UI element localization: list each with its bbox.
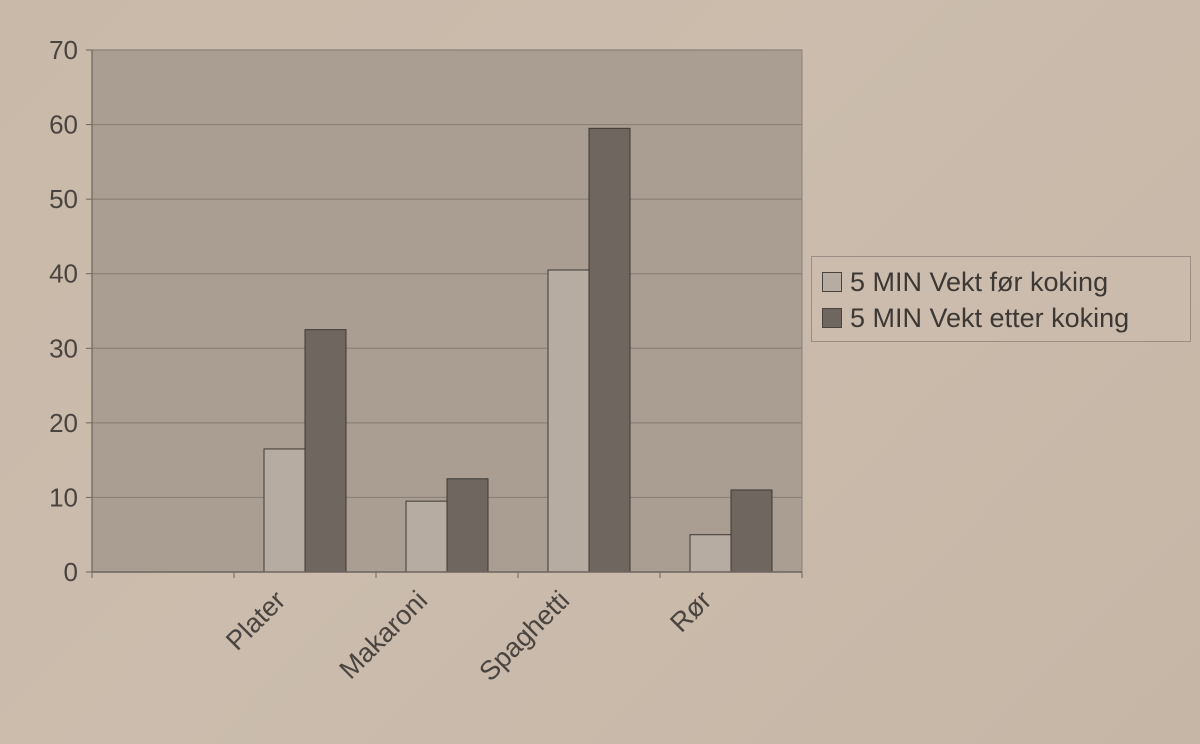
gridlines (92, 49, 802, 499)
legend-item-series-1: 5 MIN Vekt før koking (822, 265, 1108, 299)
bar-spaghetti-series-1 (547, 269, 590, 573)
x-tick-label: Plater (220, 585, 291, 656)
bar-spaghetti-series-2 (588, 127, 631, 573)
bar-plater-series-1 (263, 448, 306, 573)
legend-swatch-series-1 (822, 272, 842, 292)
bar-makaroni-series-1 (405, 500, 448, 573)
bar-makaroni-series-2 (446, 478, 489, 573)
y-tick-label: 40 (49, 259, 78, 289)
legend: 5 MIN Vekt før koking 5 MIN Vekt etter k… (811, 256, 1191, 342)
y-tick-label: 20 (49, 408, 78, 438)
x-tick-label: Rør (664, 585, 717, 638)
y-tick-label: 60 (49, 110, 78, 140)
legend-label-series-2: 5 MIN Vekt etter koking (850, 302, 1130, 333)
x-tick-label: Makaroni (334, 585, 434, 685)
y-tick-labels: 0 10 20 30 40 50 60 70 (49, 35, 78, 587)
bars (263, 127, 773, 573)
bar-plater-series-2 (304, 329, 347, 573)
x-tick-label: Spaghetti (473, 585, 575, 687)
y-tick-label: 50 (49, 184, 78, 214)
bar-rør-series-2 (730, 489, 773, 573)
legend-label-series-1: 5 MIN Vekt før koking (850, 266, 1109, 297)
y-tick-label: 30 (49, 333, 78, 363)
y-tick-label: 70 (49, 35, 78, 65)
legend-swatch-series-2 (822, 308, 842, 328)
y-tick-label: 0 (64, 557, 78, 587)
legend-item-series-2: 5 MIN Vekt etter koking (822, 301, 1129, 335)
y-tick-label: 10 (49, 482, 78, 512)
bar-rør-series-1 (689, 534, 732, 573)
x-tick-labels: Plater Makaroni Spaghetti Rør (220, 585, 717, 687)
axes (86, 49, 803, 578)
